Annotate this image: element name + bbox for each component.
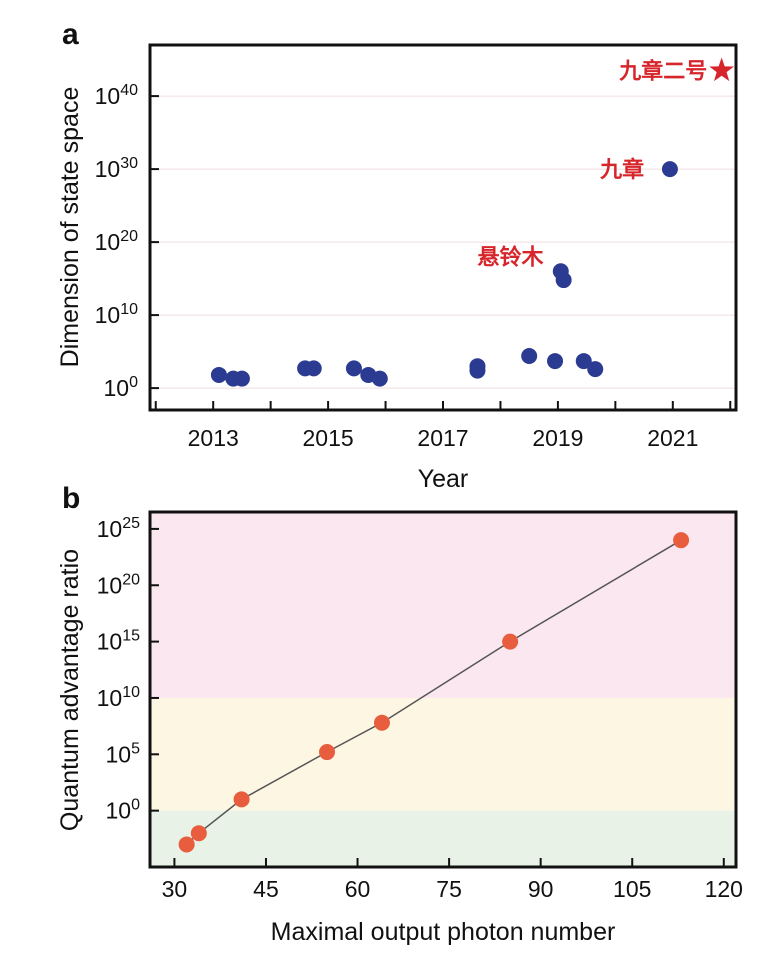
panel-b-data-point <box>178 836 195 853</box>
panel-a-y-tick-label: 100 <box>104 374 139 401</box>
panel-b-data-point <box>319 744 336 761</box>
panel-a-data-point <box>575 353 592 370</box>
panel-a-data-point <box>210 366 227 383</box>
panel-a-data-point <box>547 353 564 370</box>
panel-a-letter: a <box>62 18 79 51</box>
panel-a-y-tick-label: 1010 <box>95 301 138 328</box>
panel-a-plot-area <box>150 45 736 410</box>
panel-b-x-tick-label: 45 <box>253 876 279 902</box>
panel-a-data-point <box>305 360 322 377</box>
panel-b-x-tick-label: 105 <box>613 876 651 902</box>
panel-b-data-point <box>233 791 250 808</box>
panel-a-annotation-label: 悬铃木 <box>478 245 545 270</box>
panel-b: b 30 45 60 75 90 105 120 100 105 1010 1015 1020 102… <box>56 482 743 946</box>
panel-b-data-point <box>373 714 390 731</box>
panel-b-data-point <box>502 633 519 650</box>
panel-b-y-tick-label: 1015 <box>97 628 140 655</box>
panel-a-data-point <box>521 347 538 364</box>
panel-a-x-tick-label: 2021 <box>647 425 698 451</box>
panel-a-data-point <box>233 370 250 387</box>
panel-a-highlight-star <box>709 57 734 82</box>
panel-b-x-axis-title: Maximal output photon number <box>271 918 616 946</box>
panel-a-data-point <box>587 361 604 378</box>
panel-a-y-ticks: 100 1010 1020 1030 1040 <box>95 82 159 401</box>
panel-b-data-point <box>673 532 690 549</box>
panel-a-points <box>210 57 734 387</box>
panel-a-annotation-label: 九章二号 <box>618 59 707 84</box>
panel-b-x-tick-label: 90 <box>528 876 554 902</box>
panel-a-gridlines <box>150 95 736 389</box>
panel-a-data-point <box>661 161 678 178</box>
panel-a-data-point <box>469 362 486 379</box>
panel-b-background-band <box>150 697 736 811</box>
panel-a-y-tick-label: 1040 <box>95 82 138 109</box>
panel-b-background-band <box>150 810 736 867</box>
panel-a-data-point <box>345 360 362 377</box>
panel-a-data-point <box>555 272 572 289</box>
panel-b-x-tick-label: 75 <box>436 876 462 902</box>
panel-a-annotation-label: 九章 <box>599 157 644 182</box>
panel-b-background-bands <box>150 512 736 867</box>
panel-b-letter: b <box>62 482 80 515</box>
panel-b-background-band <box>150 512 736 698</box>
panel-a-x-tick-label: 2019 <box>532 425 583 451</box>
panel-b-y-axis-title: Quantum advantage ratio <box>56 549 84 831</box>
panel-b-y-tick-label: 1020 <box>97 571 140 598</box>
panel-a-x-axis-title: Year <box>418 465 469 493</box>
panel-a-y-tick-label: 1020 <box>95 228 138 255</box>
panel-b-y-tick-label: 100 <box>106 797 141 824</box>
panel-b-x-tick-label: 60 <box>345 876 371 902</box>
panel-b-frame <box>148 510 738 869</box>
panel-b-x-tick-label: 30 <box>162 876 188 902</box>
panel-a-frame <box>148 43 738 412</box>
panel-b-x-ticks: 30 45 60 75 90 105 120 <box>162 858 743 902</box>
panel-b-points <box>178 532 690 853</box>
panel-a-x-tick-label: 2017 <box>417 425 468 451</box>
panel-a-x-ticks: 2013 2015 2017 2019 2021 <box>154 401 732 451</box>
panel-b-y-tick-label: 1010 <box>97 684 140 711</box>
panel-a-y-axis-title: Dimension of state space <box>56 87 84 368</box>
panel-a-y-tick-label: 1030 <box>95 155 138 182</box>
panel-a-x-tick-label: 2013 <box>188 425 239 451</box>
panel-b-y-ticks: 100 105 1010 1015 1020 1025 <box>97 515 159 824</box>
panel-b-x-tick-label: 120 <box>705 876 743 902</box>
panel-b-y-tick-label: 105 <box>106 740 141 767</box>
panel-a: a 2013 2015 2017 2019 2021 10010101020103010… <box>56 18 738 493</box>
panel-b-data-point <box>190 825 207 842</box>
panel-b-y-tick-label: 1025 <box>97 515 140 542</box>
panel-a-x-tick-label: 2015 <box>303 425 354 451</box>
panel-a-data-point <box>371 370 388 387</box>
